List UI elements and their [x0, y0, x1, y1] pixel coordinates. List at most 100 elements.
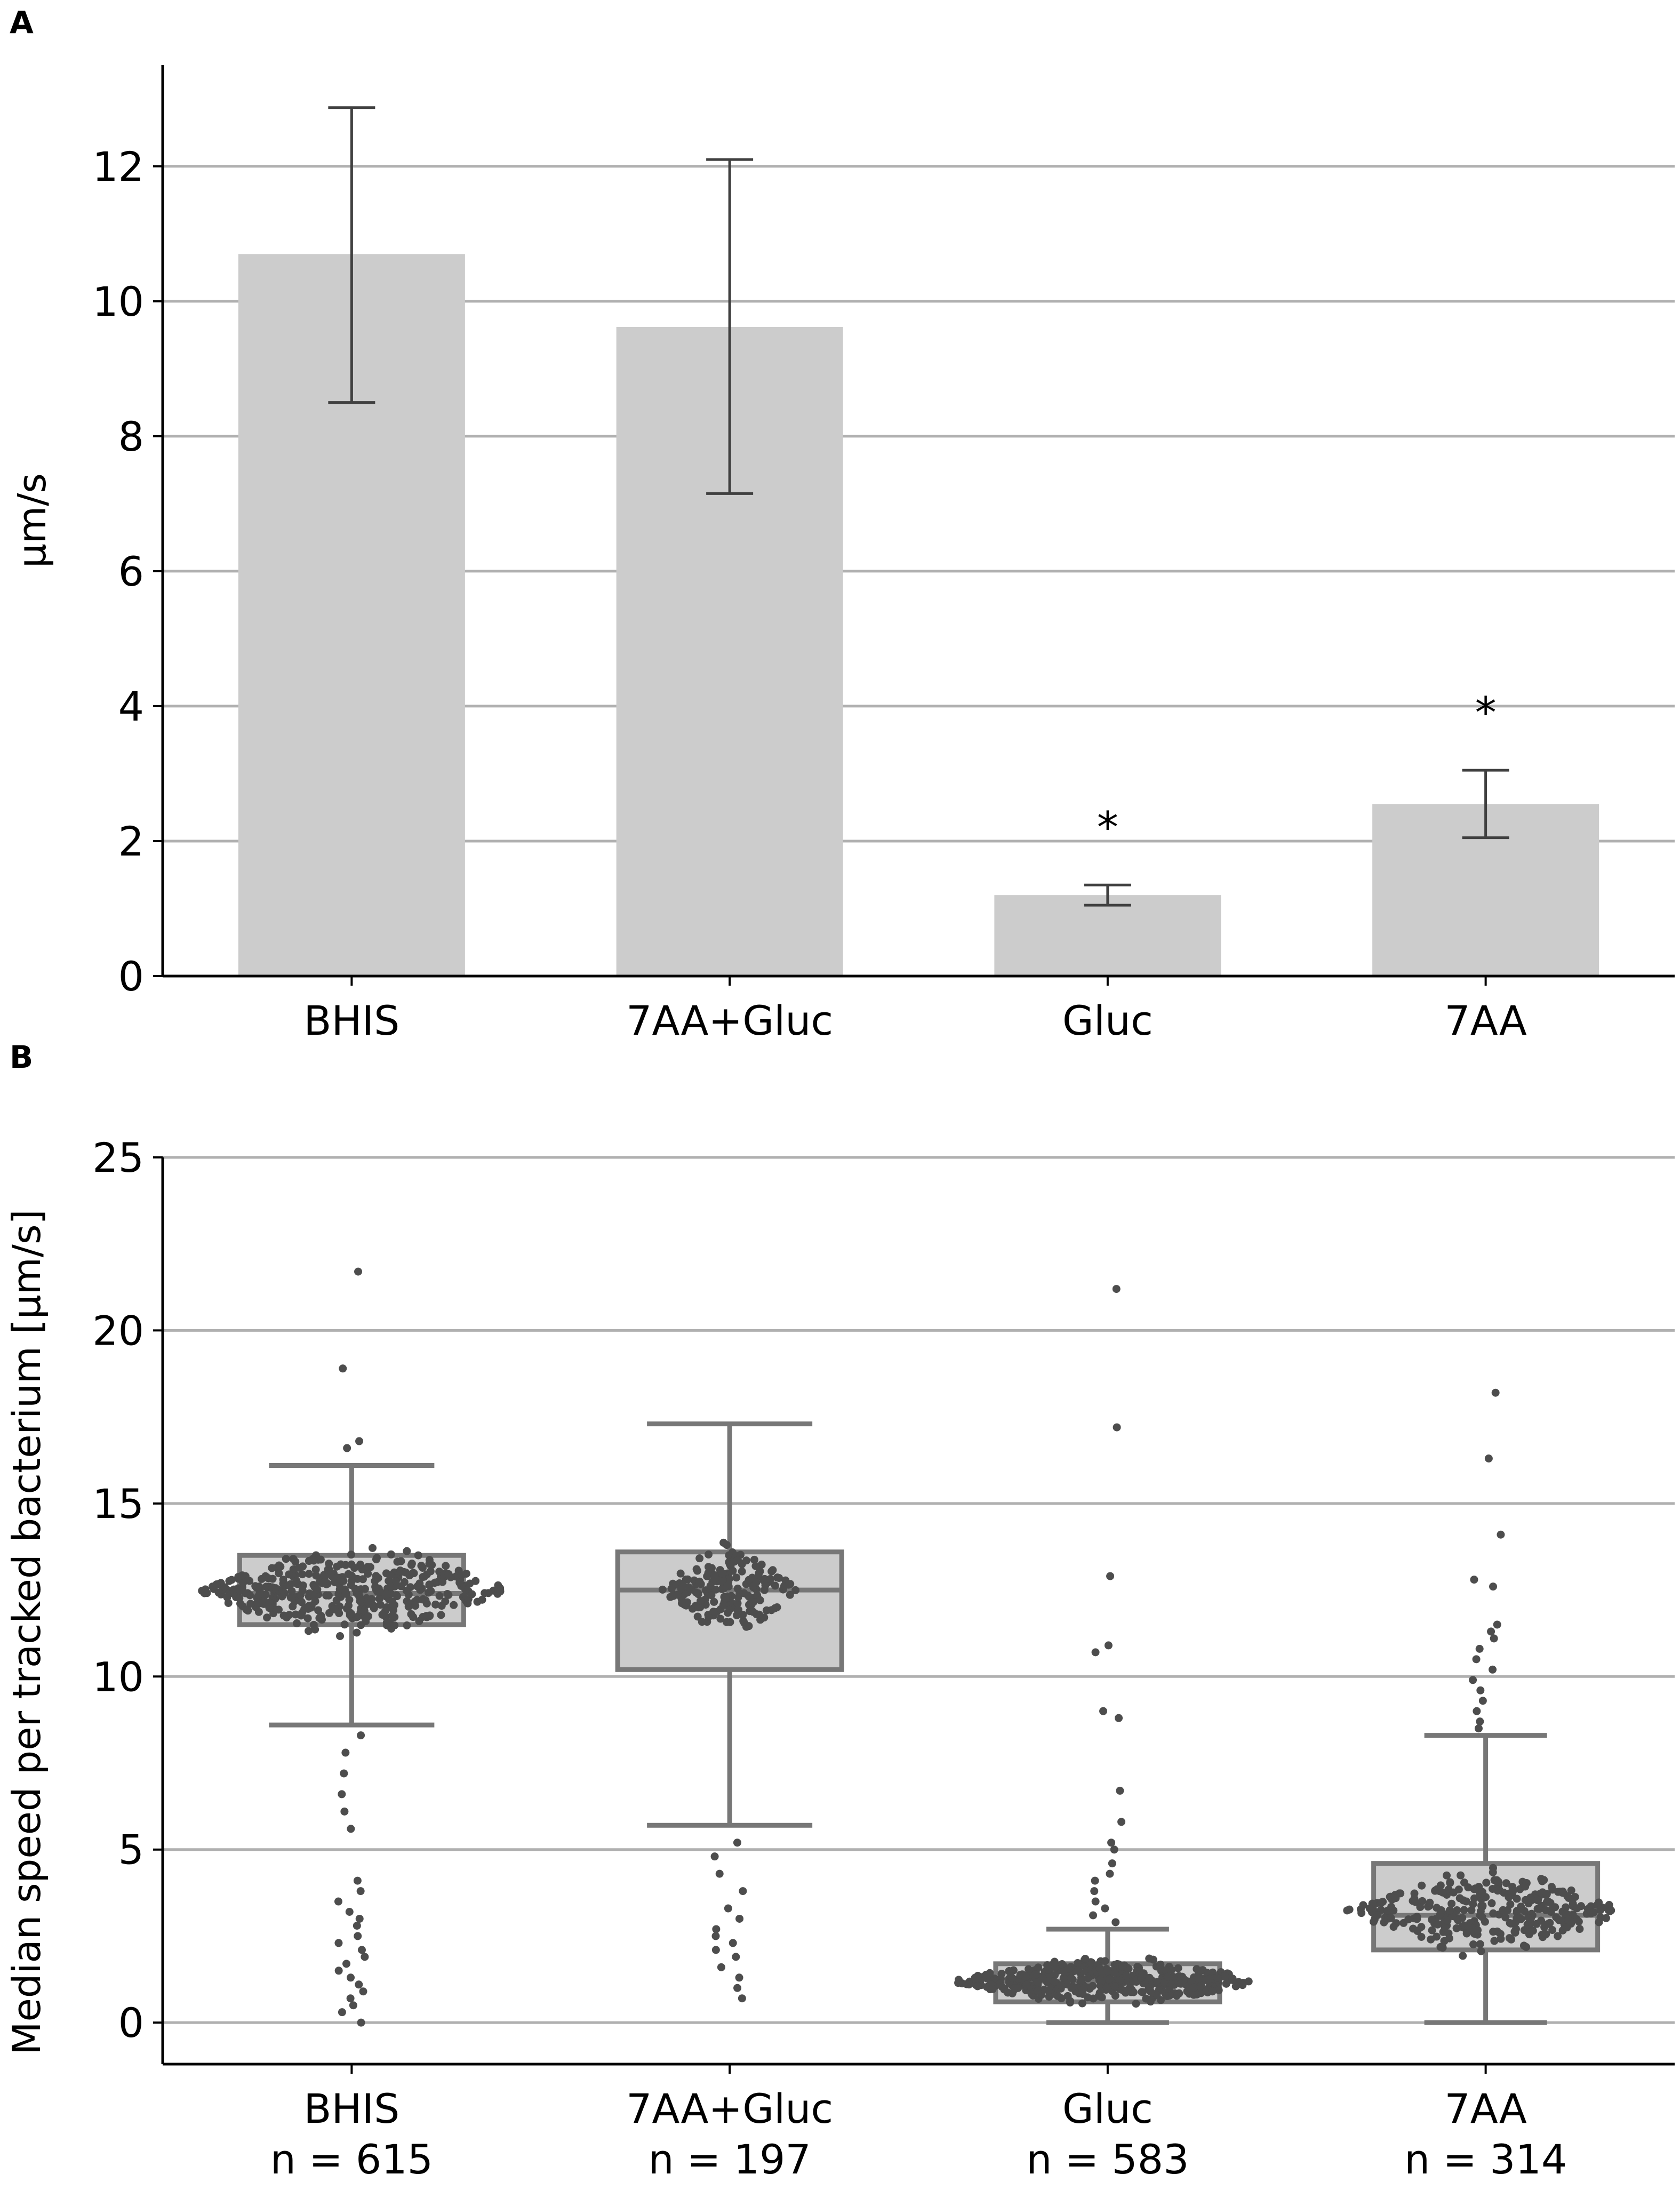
swarm-point	[1417, 1932, 1426, 1941]
swarm-point	[1022, 1972, 1030, 1981]
swarm-point	[1595, 1898, 1603, 1907]
swarm-point	[757, 1560, 766, 1569]
swarm-point	[715, 1869, 724, 1878]
swarm-point	[468, 1590, 476, 1598]
swarm-point	[357, 2018, 365, 2027]
swarm-point	[397, 1582, 405, 1590]
swarm-group-0	[198, 1267, 505, 2027]
swarm-point	[320, 1571, 329, 1579]
swarm-point	[1575, 1925, 1584, 1933]
swarm-point	[305, 1570, 313, 1578]
swarm-point	[393, 1592, 401, 1601]
swarm-point	[1357, 1909, 1366, 1917]
swarm-point	[719, 1538, 728, 1547]
swarm-point	[1489, 1582, 1498, 1591]
swarm-point	[1142, 1994, 1150, 2003]
swarm-point	[282, 1555, 290, 1563]
swarm-point	[1511, 1928, 1519, 1937]
swarm-point	[1501, 1913, 1510, 1922]
swarm-point	[1132, 2000, 1140, 2008]
swarm-point	[374, 1574, 382, 1582]
swarm-point	[696, 1597, 705, 1605]
swarm-point	[704, 1550, 713, 1558]
swarm-point	[717, 1963, 725, 1971]
swarm-point	[775, 1573, 783, 1582]
swarm-point	[1123, 1986, 1132, 1994]
y-tick-label-a-10: 10	[92, 278, 144, 325]
swarm-point	[372, 1554, 381, 1562]
y-tick-label-b-25: 25	[92, 1134, 144, 1181]
x-tick-label-b-1: 7AA+Gluc	[626, 2085, 833, 2132]
swarm-point	[744, 1591, 753, 1600]
swarm-point	[1525, 1930, 1533, 1939]
swarm-point	[1526, 1914, 1535, 1923]
swarm-point	[322, 1591, 331, 1600]
swarm-point	[376, 1601, 385, 1609]
swarm-point	[724, 1904, 732, 1913]
swarm-point	[1494, 1877, 1502, 1886]
swarm-point	[698, 1618, 706, 1626]
swarm-point	[390, 1621, 399, 1629]
swarm-point	[1474, 1724, 1483, 1733]
swarm-point	[308, 1590, 317, 1599]
swarm-point	[391, 1577, 400, 1586]
swarm-point	[1547, 1883, 1556, 1891]
swarm-point	[1410, 1895, 1419, 1903]
swarm-point	[710, 1571, 719, 1580]
swarm-point	[1067, 1974, 1076, 1983]
y-tick-label-a-12: 12	[92, 143, 144, 190]
swarm-point	[1537, 1875, 1546, 1883]
swarm-point	[361, 1953, 369, 1961]
swarm-point	[242, 1605, 251, 1614]
swarm-point	[726, 1618, 734, 1626]
swarm-point	[403, 1547, 411, 1555]
swarm-point	[712, 1925, 721, 1933]
swarm-point	[1493, 1620, 1501, 1629]
swarm-point	[1459, 1896, 1468, 1905]
swarm-point	[407, 1560, 416, 1568]
swarm-point	[1447, 1899, 1456, 1908]
swarm-point	[1106, 1869, 1114, 1878]
swarm-point	[1081, 1954, 1090, 1963]
swarm-point	[1446, 1878, 1454, 1887]
swarm-point	[435, 1592, 444, 1600]
swarm-point	[707, 1591, 716, 1600]
swarm-point	[314, 1606, 323, 1614]
n-label-0: n = 615	[270, 2136, 433, 2183]
swarm-point	[1509, 1887, 1517, 1896]
swarm-point	[1365, 1904, 1374, 1913]
swarm-point	[1433, 1920, 1442, 1929]
swarm-point	[246, 1600, 255, 1608]
swarm-point	[1214, 1986, 1223, 1994]
swarm-point	[1117, 1818, 1126, 1826]
swarm-point	[437, 1602, 446, 1610]
swarm-point	[1513, 1914, 1521, 1923]
swarm-point	[971, 1973, 979, 1982]
swarm-point	[355, 1914, 364, 1923]
swarm-point	[289, 1555, 298, 1563]
swarm-point	[294, 1563, 303, 1572]
swarm-point	[658, 1585, 667, 1594]
swarm-point	[1546, 1919, 1554, 1927]
swarm-point	[735, 1973, 743, 1982]
swarm-point	[1105, 1975, 1113, 1984]
swarm-point	[278, 1592, 286, 1601]
swarm-point	[973, 1982, 982, 1991]
swarm-point	[1476, 1686, 1485, 1695]
swarm-point	[289, 1602, 297, 1611]
swarm-point	[998, 1983, 1006, 1991]
y-tick-label-a-0: 0	[118, 953, 144, 1000]
swarm-point	[676, 1569, 685, 1578]
swarm-point	[349, 2001, 357, 2010]
swarm-point	[286, 1580, 295, 1588]
swarm-point	[1153, 1991, 1161, 1999]
swarm-point	[669, 1592, 677, 1600]
swarm-point	[279, 1576, 287, 1584]
swarm-point	[1058, 1960, 1066, 1969]
swarm-point	[347, 1973, 355, 1982]
swarm-point	[1471, 1884, 1479, 1893]
swarm-point	[356, 1595, 365, 1603]
swarm-point	[1478, 1697, 1487, 1705]
swarm-point	[1208, 1987, 1217, 1996]
swarm-point	[1555, 1916, 1563, 1924]
